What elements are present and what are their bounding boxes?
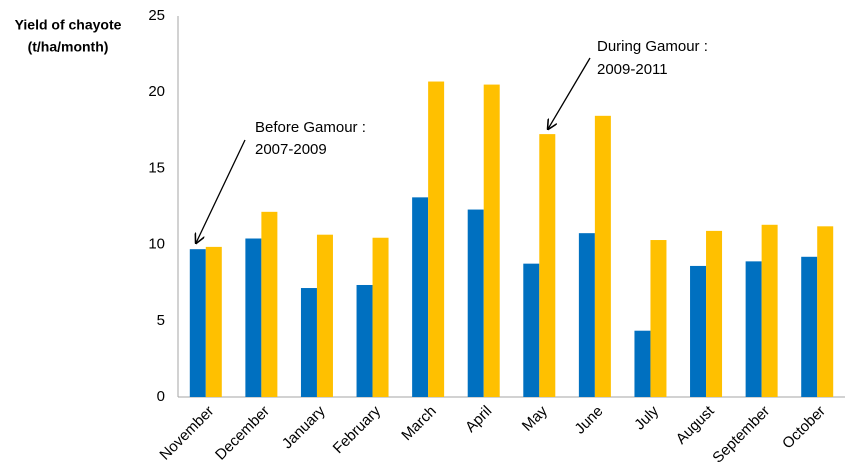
x-tick-label: June [571,403,606,438]
bar [594,115,611,398]
x-tick-label: April [462,403,495,436]
x-tick-label: September [709,403,773,467]
y-tick-label: 20 [148,83,165,100]
y-tick-label: 10 [148,236,165,253]
bar [634,330,651,397]
x-tick-label: January [279,402,329,452]
y-axis-label: (t/ha/month) [28,39,109,55]
x-tick-label: March [398,403,439,444]
annotation-arrow [548,57,591,129]
bar [316,234,333,397]
annotation: 2007-2009 [255,141,327,158]
bar [745,261,762,397]
y-axis-label: Yield of chayote [15,17,122,33]
bar [817,226,834,397]
bar [578,233,595,397]
bar [650,240,667,397]
bar [467,209,484,397]
bar [245,238,262,397]
bar [356,284,373,397]
bar [261,211,278,397]
bar [761,224,778,397]
bar [428,81,445,398]
annotation: 2009-2011 [597,61,668,78]
bar [300,288,317,397]
x-tick-label: May [519,402,551,434]
bar [801,256,818,397]
y-tick-label: 25 [148,7,165,24]
annotation: Before Gamour : [255,119,366,136]
x-tick-label: February [330,402,385,457]
bar [189,249,206,397]
bar [523,263,540,397]
annotation: During Gamour : [597,38,708,55]
bar [539,134,556,398]
bar [372,237,389,397]
y-tick-label: 5 [157,312,165,329]
bar [205,246,222,397]
x-tick-label: July [631,402,662,433]
x-tick-label: November [156,403,217,464]
y-tick-label: 15 [148,159,165,176]
x-tick-label: October [779,403,829,453]
bar [483,84,500,397]
x-tick-label: August [673,402,719,448]
y-tick-label: 0 [157,388,165,405]
annotation-arrow [196,139,246,243]
x-tick-label: December [212,403,273,464]
bar [412,197,429,397]
bar [706,230,723,397]
bar [690,265,707,397]
